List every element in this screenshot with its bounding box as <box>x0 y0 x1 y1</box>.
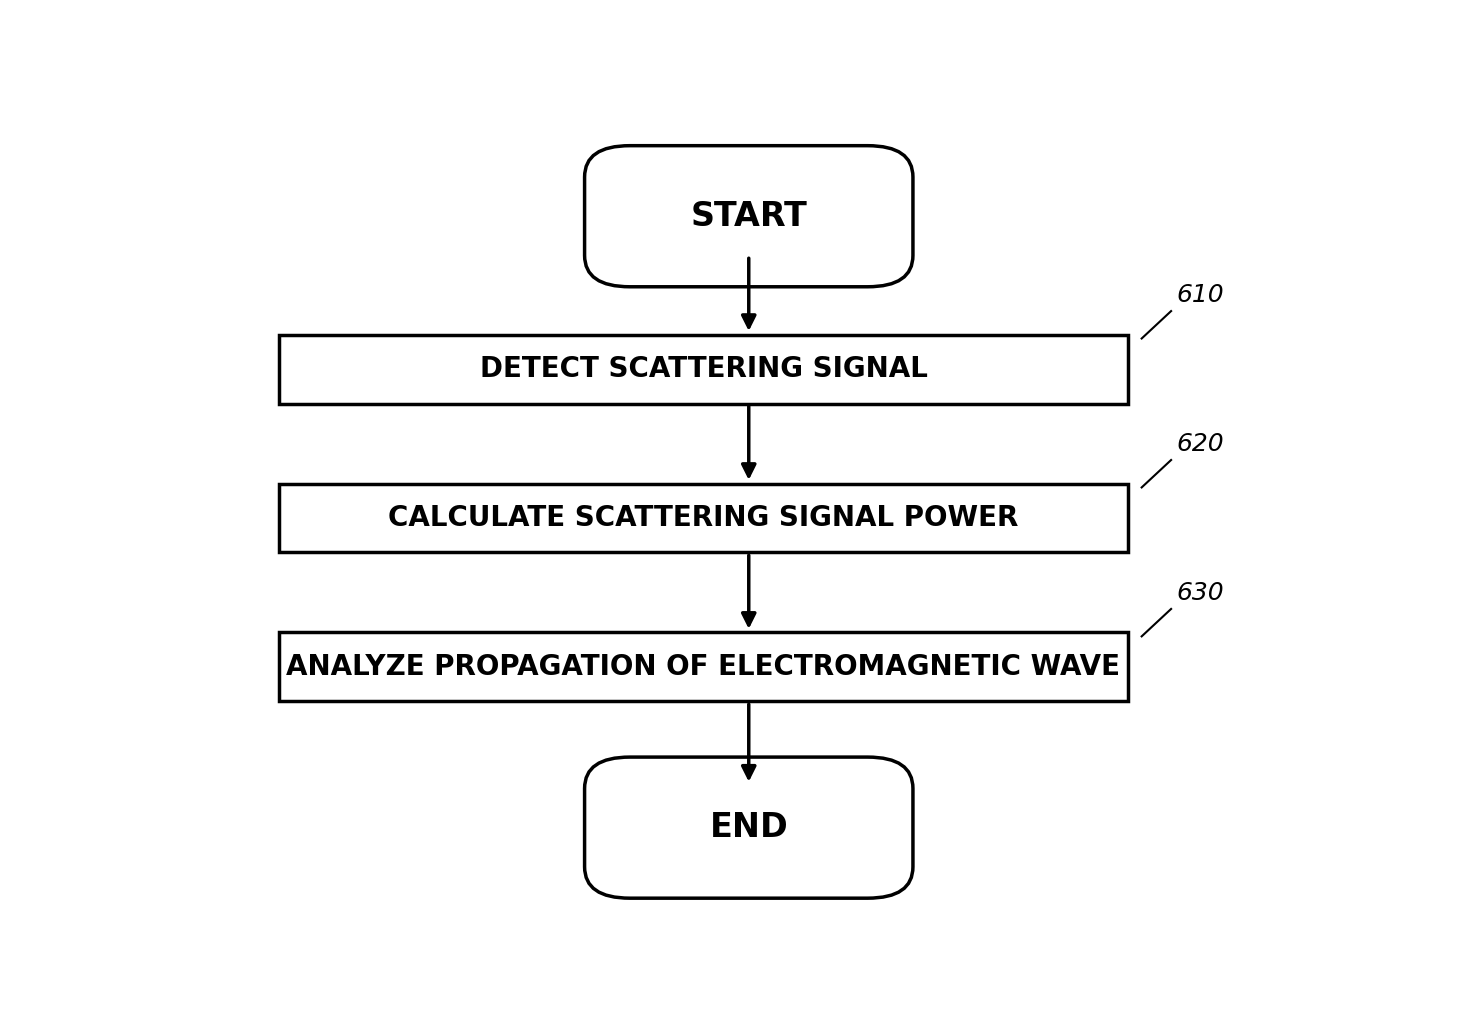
Text: START: START <box>691 200 806 233</box>
FancyBboxPatch shape <box>279 335 1128 403</box>
FancyBboxPatch shape <box>279 632 1128 701</box>
Text: 620: 620 <box>1176 432 1224 456</box>
FancyBboxPatch shape <box>584 757 913 898</box>
Text: 610: 610 <box>1176 283 1224 307</box>
Text: ANALYZE PROPAGATION OF ELECTROMAGNETIC WAVE: ANALYZE PROPAGATION OF ELECTROMAGNETIC W… <box>286 653 1121 681</box>
FancyBboxPatch shape <box>584 146 913 287</box>
Text: DETECT SCATTERING SIGNAL: DETECT SCATTERING SIGNAL <box>479 355 928 383</box>
FancyBboxPatch shape <box>279 484 1128 553</box>
Text: 630: 630 <box>1176 581 1224 605</box>
Text: END: END <box>710 811 787 844</box>
Text: CALCULATE SCATTERING SIGNAL POWER: CALCULATE SCATTERING SIGNAL POWER <box>389 504 1018 532</box>
